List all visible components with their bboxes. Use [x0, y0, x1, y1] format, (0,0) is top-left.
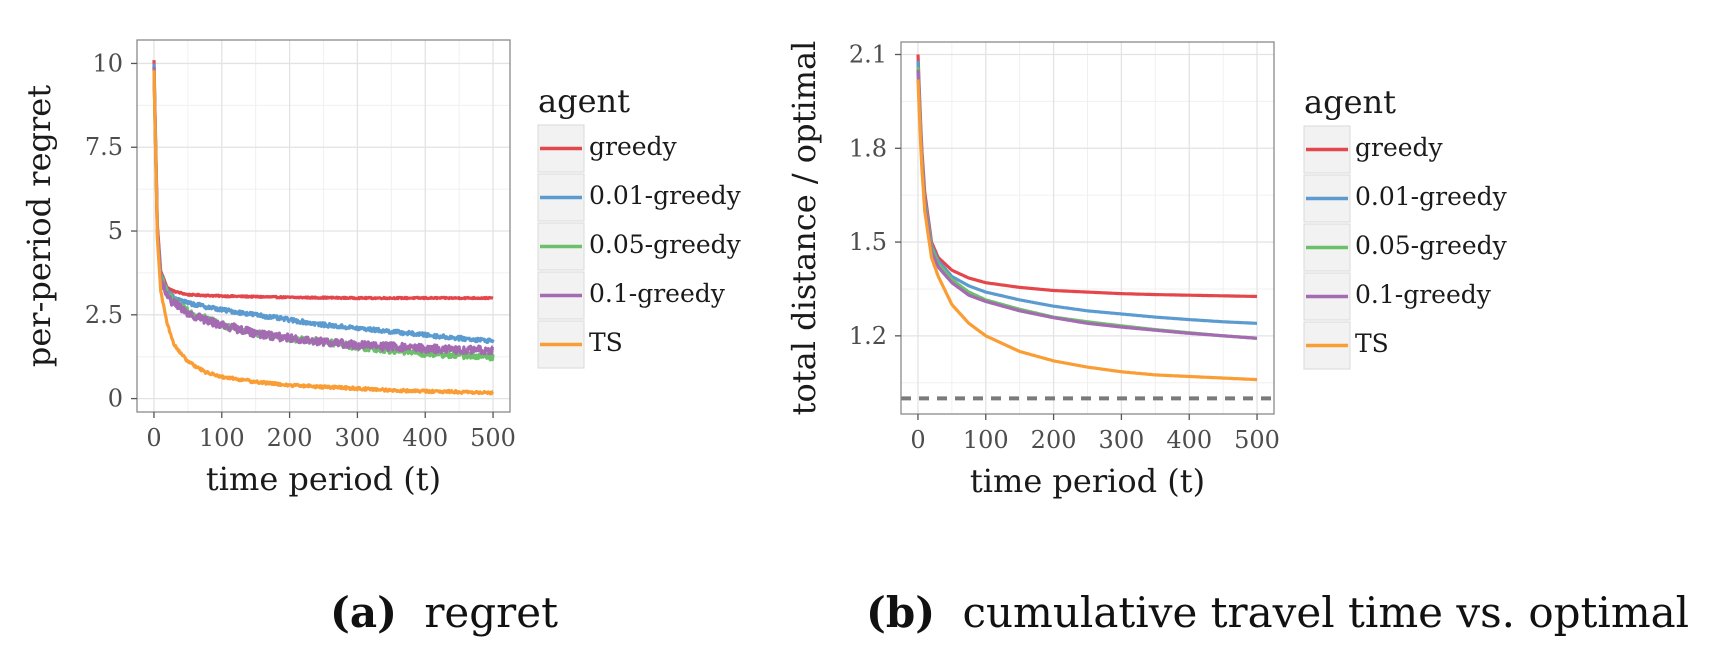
caption-a-text: regret	[424, 588, 558, 637]
legend-item-greedy: greedy	[537, 124, 678, 173]
legend-label: TS	[589, 328, 623, 357]
legend-item-01-greedy: 0.1-greedy	[1303, 272, 1492, 321]
caption-b-tag: (b)	[866, 588, 935, 637]
caption-a: (a) regret	[330, 588, 558, 637]
legend-label: greedy	[589, 132, 678, 161]
series-line-001-greedy	[152, 63, 495, 344]
y-tick-label: 7.5	[85, 133, 123, 161]
x-tick-label: 200	[1031, 426, 1077, 454]
x-tick-label: 100	[963, 426, 1009, 454]
legend-label: 0.1-greedy	[1355, 280, 1492, 309]
x-tick-label: 500	[470, 424, 516, 452]
caption-a-tag: (a)	[330, 588, 397, 637]
legend: agent greedy 0.01-greedy 0.05-greedy 0.1-gre…	[1303, 83, 1508, 370]
x-tick-label: 300	[335, 424, 381, 452]
legend-label: 0.1-greedy	[589, 279, 726, 308]
legend: agent greedy 0.01-greedy 0.05-greedy 0.1-gre…	[537, 82, 742, 369]
series-line-001-greedy	[916, 60, 1258, 325]
y-axis-title: per-period regret	[20, 85, 58, 367]
x-axis-title: time period (t)	[206, 460, 441, 498]
legend-item-005-greedy: 0.05-greedy	[1303, 223, 1508, 272]
series-line-TS	[916, 79, 1258, 382]
legend-item-greedy: greedy	[1303, 125, 1444, 174]
y-axis-title: total distance / optimal	[785, 41, 823, 416]
caption-b: (b) cumulative travel time vs. optimal	[866, 588, 1689, 637]
series-line-01-greedy	[916, 70, 1258, 340]
y-tick-label: 5	[108, 217, 123, 245]
panel-a-regret-chart: 0 100 200 300 400 500 0 2.5 5 7.5 10 time period (t…	[20, 39, 742, 498]
y-tick-label: 10	[92, 49, 123, 77]
x-tick-label: 500	[1234, 426, 1280, 454]
y-tick-label: 1.2	[849, 322, 887, 350]
x-tick-label: 400	[1166, 426, 1212, 454]
series-line-greedy	[916, 54, 1258, 299]
series-line-TS	[152, 70, 494, 396]
y-tick-label: 2.5	[85, 301, 123, 329]
x-tick-label: 200	[267, 424, 313, 452]
legend-item-001-greedy: 0.01-greedy	[1303, 174, 1508, 223]
legend-label: 0.01-greedy	[589, 181, 742, 210]
legend-label: greedy	[1355, 133, 1444, 162]
x-tick-label: 0	[910, 426, 925, 454]
legend-label: 0.05-greedy	[589, 230, 742, 259]
panel-b-travel-time-chart: 0 100 200 300 400 500 1.2 1.5 1.8 2.1 time period …	[785, 41, 1508, 500]
legend-item-01-greedy: 0.1-greedy	[537, 271, 726, 320]
legend-label: 0.01-greedy	[1355, 182, 1508, 211]
x-tick-label: 400	[402, 424, 448, 452]
y-tick-label: 1.8	[849, 134, 887, 162]
plot-border	[900, 41, 1275, 415]
series-line-01-greedy	[152, 66, 494, 356]
legend-label: 0.05-greedy	[1355, 231, 1508, 260]
plot-border	[136, 39, 511, 413]
legend-item-TS: TS	[1303, 321, 1389, 370]
y-tick-label: 0	[108, 385, 123, 413]
legend-label: TS	[1355, 329, 1389, 358]
x-axis-title: time period (t)	[970, 462, 1205, 500]
y-tick-label: 2.1	[849, 41, 887, 69]
x-tick-label: 0	[146, 424, 161, 452]
legend-item-005-greedy: 0.05-greedy	[537, 222, 742, 271]
legend-item-TS: TS	[537, 320, 623, 369]
x-tick-label: 100	[199, 424, 245, 452]
legend-title: agent	[538, 82, 630, 120]
x-tick-label: 300	[1099, 426, 1145, 454]
caption-b-text: cumulative travel time vs. optimal	[962, 588, 1689, 637]
legend-title: agent	[1304, 83, 1396, 121]
y-tick-label: 1.5	[849, 228, 887, 256]
series-line-greedy	[152, 60, 494, 301]
legend-item-001-greedy: 0.01-greedy	[537, 173, 742, 222]
